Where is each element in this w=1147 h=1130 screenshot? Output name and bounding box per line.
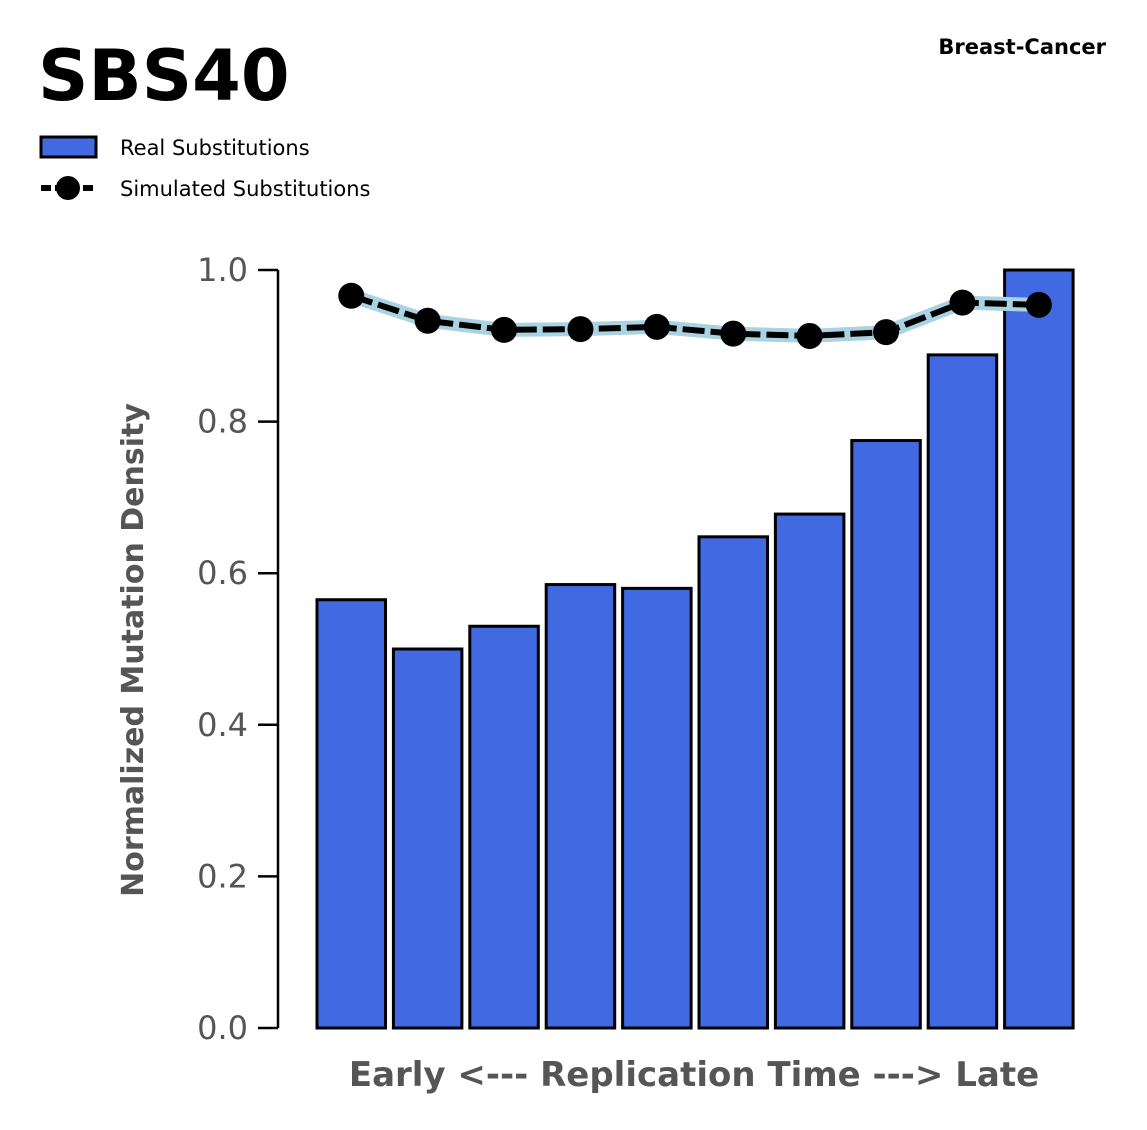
x-axis-label: Early <--- Replication Time ---> Late xyxy=(349,1055,1039,1095)
legend-swatch-real xyxy=(39,135,98,159)
bar xyxy=(468,624,540,1030)
simulated-point xyxy=(796,322,823,349)
bars xyxy=(315,268,1075,1030)
simulated-point xyxy=(720,320,747,347)
simulated-series xyxy=(338,282,1052,349)
legend: Real Substitutions Simulated Substitutio… xyxy=(39,135,370,201)
simulated-point xyxy=(338,282,365,309)
chart-title: SBS40 xyxy=(38,35,290,117)
y-axis: 0.0 0.2 0.4 0.6 0.8 1.0 xyxy=(197,251,280,1047)
legend-swatch-simulated-marker xyxy=(56,176,80,200)
simulated-point xyxy=(1025,291,1052,318)
y-axis-label: Normalized Mutation Density xyxy=(116,403,151,897)
legend-label-simulated: Simulated Substitutions xyxy=(120,177,370,201)
bar xyxy=(697,535,769,1030)
simulated-point xyxy=(414,307,441,334)
y-tick-label: 0.2 xyxy=(197,857,248,895)
bar xyxy=(926,353,999,1030)
simulated-point xyxy=(949,289,976,316)
y-tick-label: 0.6 xyxy=(197,554,248,592)
bar xyxy=(544,583,617,1030)
bar xyxy=(850,439,922,1030)
bar xyxy=(315,598,387,1030)
simulated-line xyxy=(350,292,1039,339)
y-tick-label: 1.0 xyxy=(197,251,248,289)
simulated-point xyxy=(873,319,900,346)
bar xyxy=(773,512,846,1030)
y-tick-label: 0.0 xyxy=(197,1009,248,1047)
simulated-point xyxy=(643,313,670,340)
legend-label-real: Real Substitutions xyxy=(120,136,310,160)
bar xyxy=(1003,268,1075,1030)
simulated-point xyxy=(491,316,518,343)
chart-subtitle: Breast-Cancer xyxy=(938,35,1106,59)
bar xyxy=(621,586,693,1030)
y-tick-label: 0.4 xyxy=(197,706,248,744)
bar xyxy=(391,647,464,1030)
y-tick-label: 0.8 xyxy=(197,403,248,441)
simulated-point xyxy=(567,316,594,343)
